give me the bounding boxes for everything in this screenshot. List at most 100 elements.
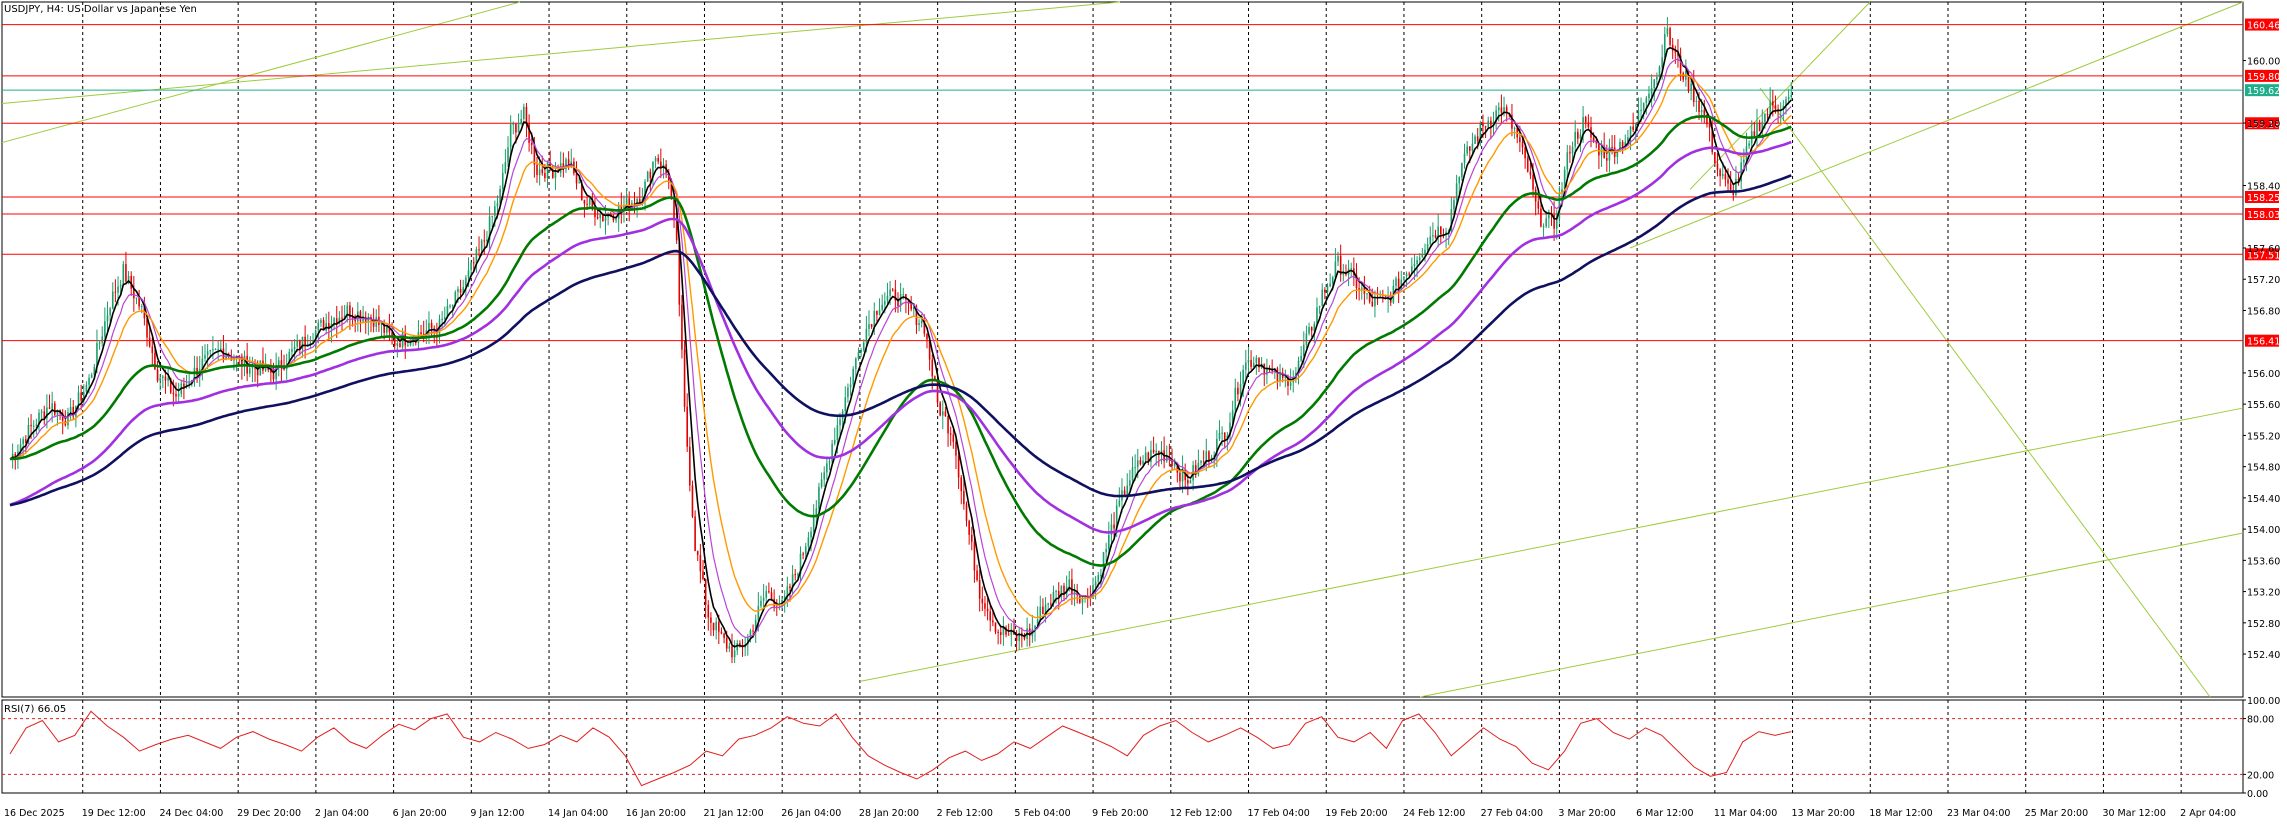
candle-body xyxy=(67,412,69,426)
price-tick-label: 152.80 xyxy=(2247,619,2280,630)
trend-line[interactable] xyxy=(1759,87,2211,698)
candle-body xyxy=(188,383,190,385)
candle-body xyxy=(1071,579,1073,594)
trend-line[interactable] xyxy=(859,407,2244,682)
candle-body xyxy=(1216,438,1218,456)
candle-body xyxy=(96,343,98,367)
candle-body xyxy=(1526,158,1529,172)
candle-body xyxy=(1482,123,1484,127)
candle-body xyxy=(1144,452,1147,461)
candle-body xyxy=(881,304,883,310)
rsi-tick-label: 20.00 xyxy=(2247,770,2274,781)
candle-body xyxy=(620,205,623,210)
candle-body xyxy=(804,546,807,554)
candle-body xyxy=(512,123,515,125)
candle-body xyxy=(457,289,459,293)
candle-body xyxy=(1497,107,1500,111)
price-level-tag-text: 159.197 xyxy=(2247,119,2286,130)
candle-body xyxy=(536,164,538,176)
candle-body xyxy=(715,621,717,631)
candle-body xyxy=(499,189,501,203)
candle-body xyxy=(1432,235,1434,237)
candle-body xyxy=(1184,469,1187,481)
candle-body xyxy=(1197,462,1200,475)
trend-line[interactable] xyxy=(1,1,1121,105)
candle-body xyxy=(430,323,433,329)
candle-body xyxy=(1229,422,1231,436)
candle-body xyxy=(1073,590,1076,594)
price-tick-label: 157.60 xyxy=(2247,244,2280,255)
price-level-tag xyxy=(2245,190,2279,203)
candle-body xyxy=(1616,151,1619,157)
candle-body xyxy=(1690,83,1692,92)
candle-body xyxy=(1606,158,1608,161)
candle-body xyxy=(270,369,272,373)
candle-body xyxy=(1247,360,1250,363)
candle-body xyxy=(1042,606,1044,614)
candle-body xyxy=(109,308,111,316)
candle-body xyxy=(820,479,823,488)
candle-body xyxy=(1682,73,1685,80)
candle-body xyxy=(320,320,322,323)
candle-body xyxy=(399,343,401,348)
candle-body xyxy=(217,349,219,351)
candle-body xyxy=(1716,163,1719,170)
candle-body xyxy=(1245,362,1247,370)
candle-body xyxy=(212,349,214,351)
candle-body xyxy=(1608,146,1611,161)
candle-body xyxy=(243,355,246,367)
candle-body xyxy=(478,249,480,251)
candle-body xyxy=(175,394,177,397)
candle-body xyxy=(467,270,470,278)
candle-body xyxy=(1092,585,1094,599)
trend-line[interactable] xyxy=(1629,1,2244,249)
candle-body xyxy=(296,340,299,347)
candle-body xyxy=(657,158,660,162)
candle-body xyxy=(391,332,393,337)
candle-body xyxy=(1368,293,1371,302)
trend-line[interactable] xyxy=(1,1,521,144)
candle-body xyxy=(818,487,820,509)
candle-body xyxy=(1492,121,1495,126)
trend-line[interactable] xyxy=(1419,532,2244,698)
candle-body xyxy=(425,330,428,335)
candle-body xyxy=(1408,273,1410,275)
candle-body xyxy=(955,441,957,456)
candle-body xyxy=(1561,189,1563,194)
price-tick-label: 153.20 xyxy=(2247,588,2280,599)
candle-body xyxy=(1766,113,1769,115)
candle-body xyxy=(1748,143,1750,147)
candle-body xyxy=(1692,83,1695,102)
candle-body xyxy=(652,161,654,178)
candle-body xyxy=(833,439,836,444)
candle-body xyxy=(723,633,725,638)
candle-body xyxy=(214,349,217,351)
candle-body xyxy=(1234,387,1237,411)
candle-body xyxy=(702,571,704,579)
ma-green-line xyxy=(9,114,1792,567)
candle-body xyxy=(1242,369,1244,384)
candle-body xyxy=(1173,463,1176,466)
candle-body xyxy=(760,600,762,607)
candle-body xyxy=(1453,200,1455,210)
rsi-tick-label: 0.00 xyxy=(2247,789,2268,800)
candle-body xyxy=(839,419,841,426)
candle-body xyxy=(1205,451,1208,463)
candle-body xyxy=(868,324,870,329)
candle-body xyxy=(612,216,615,221)
time-label: 3 Mar 20:00 xyxy=(1558,808,1615,819)
candle-body xyxy=(1708,124,1711,128)
candle-body xyxy=(88,377,90,385)
candle-body xyxy=(1700,109,1703,113)
candle-body xyxy=(169,378,172,393)
candle-body xyxy=(30,424,32,427)
candle-body xyxy=(420,332,422,334)
candle-body xyxy=(1123,490,1126,495)
time-label: 24 Dec 04:00 xyxy=(159,808,223,819)
candle-body xyxy=(1400,279,1403,290)
candle-body xyxy=(475,249,478,263)
candle-body xyxy=(401,332,404,348)
candle-body xyxy=(1774,105,1777,110)
